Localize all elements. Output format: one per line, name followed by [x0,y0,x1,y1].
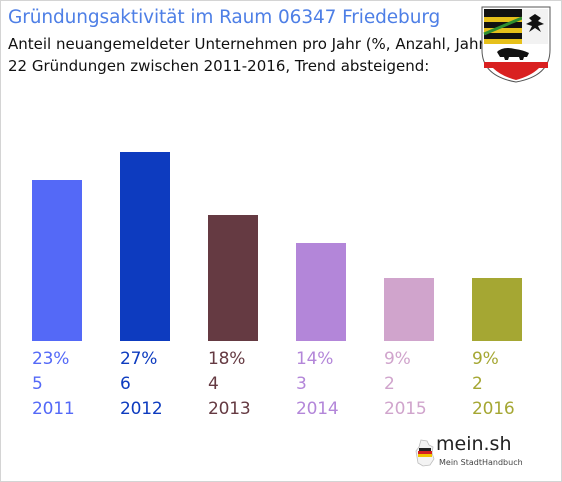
bar-2012 [120,152,170,341]
percent-label-2016: 9% [472,349,499,369]
count-label-2012: 6 [120,374,131,394]
count-label-2011: 5 [32,374,43,394]
year-label-2011: 2011 [32,399,75,419]
brand-tagline: Mein StadtHandbuch [439,458,523,467]
year-label-2015: 2015 [384,399,427,419]
percent-label-2013: 18% [208,349,246,369]
year-label-2014: 2014 [296,399,339,419]
percent-label-2011: 23% [32,349,70,369]
year-label-2013: 2013 [208,399,251,419]
count-label-2013: 4 [208,374,219,394]
bar-2011 [32,180,82,341]
bar-2013 [208,215,258,341]
germany-map-icon [415,439,435,467]
bar-2014 [296,243,346,341]
count-label-2014: 3 [296,374,307,394]
year-label-2016: 2016 [472,399,515,419]
chart-subtitle-line2: 22 Gründungen zwischen 2011-2016, Trend … [8,57,430,75]
percent-label-2015: 9% [384,349,411,369]
percent-label-2012: 27% [120,349,158,369]
chart-subtitle-line1: Anteil neuangemeldeter Unternehmen pro J… [8,35,491,53]
bar-2016 [472,278,522,341]
brand-name: mein.sh [436,433,512,455]
saxony-anhalt-coat-of-arms-icon [481,6,551,83]
chart-title: Gründungsaktivität im Raum 06347 Friedeb… [8,7,441,28]
bar-2015 [384,278,434,341]
brand-logo: mein.sh Mein StadtHandbuch [414,433,526,473]
count-label-2016: 2 [472,374,483,394]
count-label-2015: 2 [384,374,395,394]
year-label-2012: 2012 [120,399,163,419]
percent-label-2014: 14% [296,349,334,369]
